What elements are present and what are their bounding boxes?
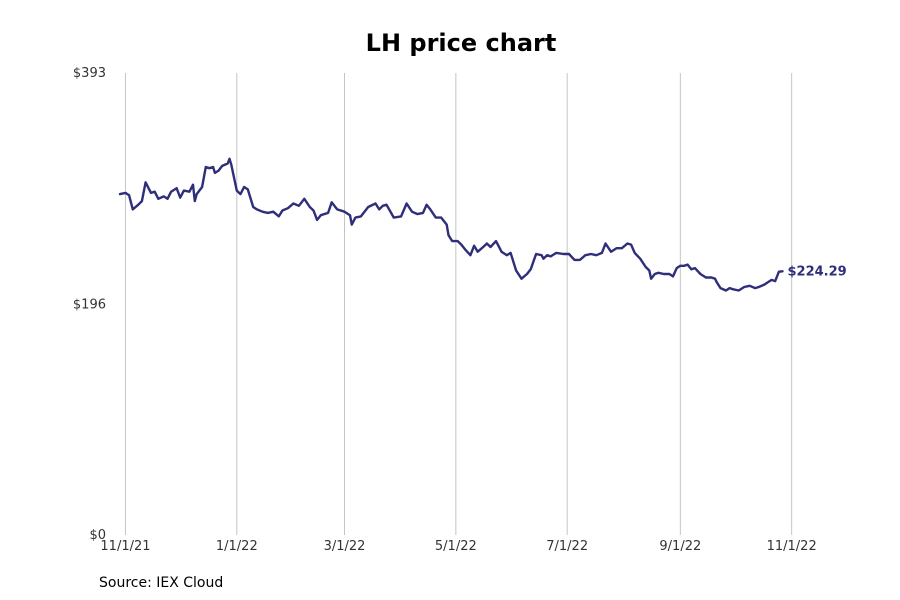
y-tick-label: $0: [89, 528, 106, 543]
y-tick-label: $196: [73, 298, 106, 313]
last-price-label: $224.29: [788, 264, 847, 279]
x-tick-label: 9/1/22: [659, 539, 701, 554]
x-tick-label: 11/1/21: [100, 539, 150, 554]
x-tick-label: 1/1/22: [216, 539, 258, 554]
x-axis-ticks: 11/1/21 1/1/22 3/1/22 5/1/22 7/1/22 9/1/22 11/…: [100, 539, 816, 554]
x-tick-label: 3/1/22: [324, 539, 366, 554]
x-tick-label: 11/1/22: [767, 539, 817, 554]
gridlines: [124, 73, 793, 535]
y-tick-label: $393: [73, 66, 106, 81]
y-axis-ticks: $0 $196 $393: [73, 66, 106, 543]
source-note: Source: IEX Cloud: [99, 575, 223, 591]
chart-title: LH price chart: [366, 29, 557, 57]
x-tick-label: 5/1/22: [435, 539, 477, 554]
x-tick-label: 7/1/22: [546, 539, 588, 554]
price-line: [118, 157, 784, 292]
